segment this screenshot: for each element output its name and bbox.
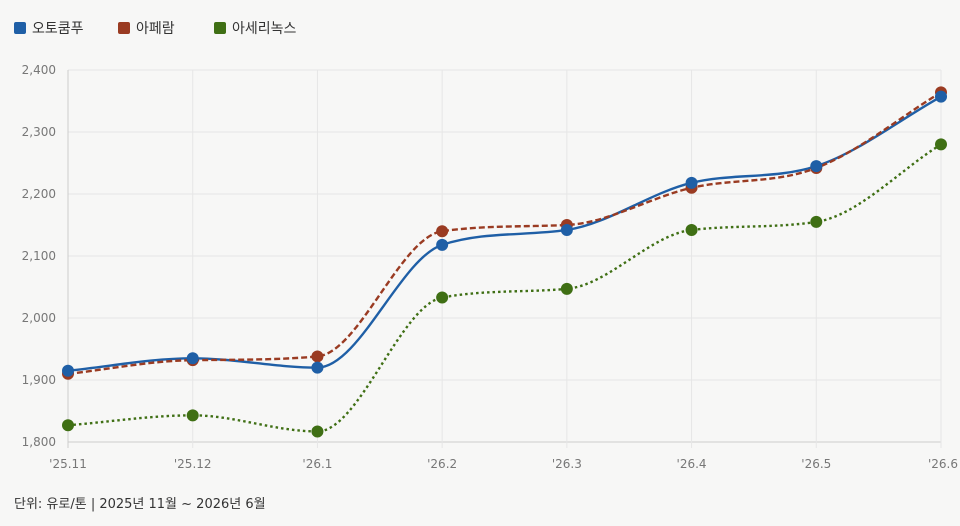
legend-swatch — [118, 22, 130, 34]
y-tick-label: 2,200 — [22, 187, 56, 201]
series-line-1 — [67, 95, 942, 372]
data-point-series-2 — [311, 350, 324, 363]
x-tick-label: '26.2 — [427, 457, 457, 471]
x-tick-label: '26.3 — [552, 457, 582, 471]
data-point-series-3 — [436, 291, 449, 304]
x-tick-label: '26.6 — [928, 457, 958, 471]
data-point-series-1 — [436, 238, 449, 251]
data-point-series-3 — [62, 419, 74, 432]
y-tick-label: 2,300 — [22, 125, 56, 139]
data-point-series-3 — [810, 215, 823, 228]
data-point-series-1 — [311, 361, 324, 374]
data-point-series-1 — [935, 90, 947, 103]
y-tick-label: 2,400 — [22, 63, 56, 77]
y-tick-label: 2,000 — [22, 311, 56, 325]
y-tick-label: 1,900 — [22, 373, 56, 387]
legend-label: 오토쿰푸 — [32, 21, 84, 37]
legend-swatch — [214, 22, 226, 34]
legend-swatch — [14, 22, 26, 34]
data-point-series-3 — [560, 282, 573, 295]
data-point-series-3 — [311, 425, 324, 438]
series-line-2 — [67, 91, 942, 375]
y-tick-label: 1,800 — [22, 435, 56, 449]
data-point-series-1 — [685, 176, 698, 189]
unit-note: 단위: 유로/톤 | 2025년 11월 ~ 2026년 6월 — [14, 497, 266, 512]
data-point-series-3 — [935, 138, 947, 151]
x-tick-label: '25.11 — [49, 457, 87, 471]
x-tick-label: '26.4 — [677, 457, 707, 471]
data-point-series-1 — [810, 160, 823, 173]
legend-label: 아세리녹스 — [232, 21, 297, 37]
data-point-series-1 — [186, 352, 199, 365]
data-point-series-3 — [186, 409, 199, 422]
legend-label: 아페람 — [136, 21, 175, 37]
data-point-series-1 — [560, 223, 573, 236]
x-tick-label: '25.12 — [174, 457, 212, 471]
data-point-series-3 — [685, 223, 698, 236]
series-line-3 — [67, 143, 942, 433]
x-tick-label: '26.1 — [302, 457, 332, 471]
data-point-series-2 — [436, 225, 449, 238]
x-tick-label: '26.5 — [801, 457, 831, 471]
y-tick-label: 2,100 — [22, 249, 56, 263]
data-point-series-1 — [62, 364, 74, 377]
